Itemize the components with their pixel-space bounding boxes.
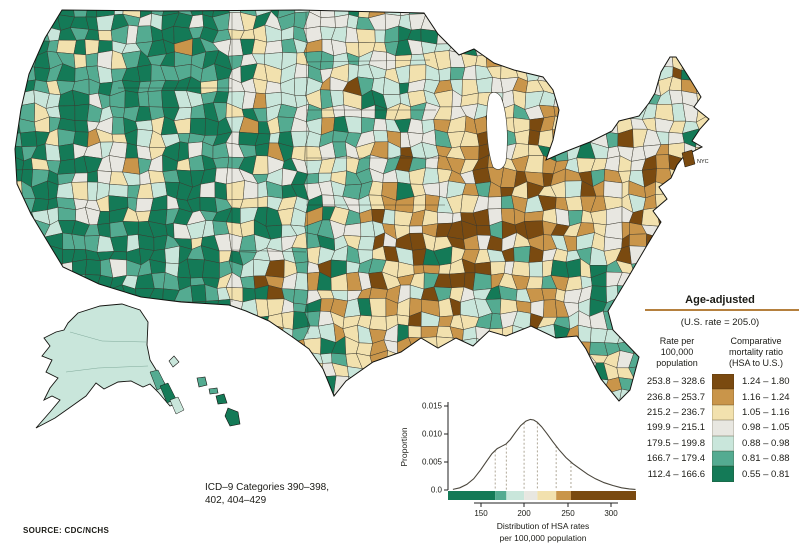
legend-rows: 253.8 – 328.6 1.24 – 1.80 236.8 – 253.7 …: [641, 374, 799, 482]
svg-text:0.0: 0.0: [431, 486, 443, 495]
legend-color-swatch: [712, 404, 734, 421]
lake-michigan: [486, 92, 508, 170]
legend-ratio-range: 1.16 – 1.24: [742, 391, 790, 403]
legend-rate-range: 253.8 – 328.6: [646, 376, 705, 388]
legend-ratio-range: 1.05 – 1.16: [742, 406, 790, 418]
legend-rate-range: 166.7 – 179.4: [646, 453, 705, 465]
y-axis-title: Proportion: [399, 427, 409, 466]
colorbar-segment: [448, 491, 496, 500]
legend-rate-range: 179.5 – 199.8: [646, 437, 705, 449]
svg-text:250: 250: [561, 509, 575, 518]
alaska-inset: [35, 303, 185, 429]
legend-column-headers: Rate per 100,000 population Comparative …: [641, 336, 799, 369]
svg-text:300: 300: [604, 509, 618, 518]
colorbar-segment: [556, 491, 571, 500]
colorbar-segment: [524, 491, 538, 500]
density-curve: [452, 418, 636, 490]
svg-text:200: 200: [517, 509, 531, 518]
legend-divider: [645, 309, 799, 311]
legend-color-swatch: [712, 450, 734, 467]
x-tick-labels: 150 200 250 300: [474, 509, 618, 518]
colorbar-segment: [570, 491, 636, 500]
nyc-callout: NYC: [681, 149, 709, 168]
legend-rate-range: 236.8 – 253.7: [646, 391, 705, 403]
legend-rate-range: 199.9 – 215.1: [646, 422, 705, 434]
ratio-column-header: Comparative mortality ratio (HSA to U.S.…: [728, 336, 783, 368]
hawaii-inset: [168, 355, 241, 427]
legend-color-swatch: [712, 466, 734, 482]
svg-text:Distribution of HSA rates: Distribution of HSA rates: [497, 521, 590, 531]
svg-text:per 100,000 population: per 100,000 population: [500, 533, 587, 543]
legend-row: 215.2 – 236.7 1.05 – 1.16: [641, 404, 799, 421]
nyc-marker: [681, 149, 696, 168]
legend-row: 112.4 – 166.6 0.55 – 0.81: [641, 466, 799, 482]
colorbar-segment: [506, 491, 525, 500]
icd9-categories-note: ICD–9 Categories 390–398, 402, 404–429: [205, 482, 329, 506]
legend-row: 166.7 – 179.4 0.81 – 0.88: [641, 450, 799, 467]
legend-ratio-range: 0.98 – 1.05: [742, 422, 790, 434]
state-border-lines: [118, 11, 445, 335]
legend-color-swatch: [712, 420, 734, 436]
svg-text:0.010: 0.010: [422, 430, 443, 439]
legend-row: 179.5 – 199.8 0.88 – 0.98: [641, 435, 799, 451]
rate-column-header: Rate per 100,000 population: [656, 336, 698, 368]
rate-distribution-chart: 0.0 0.005 0.010 0.015 Proportion 150 200…: [399, 402, 636, 543]
legend-row: 236.8 – 253.7 1.16 – 1.24: [641, 389, 799, 405]
nyc-label: NYC: [697, 159, 709, 165]
svg-text:150: 150: [474, 509, 488, 518]
legend-ratio-range: 0.55 – 0.81: [742, 468, 790, 480]
legend-rate-range: 112.4 – 166.6: [647, 468, 705, 480]
legend-ratio-range: 0.81 – 0.88: [742, 453, 790, 465]
svg-text:0.015: 0.015: [422, 402, 443, 411]
legend-color-swatch: [712, 435, 734, 451]
y-axis: [444, 402, 449, 491]
x-axis: [474, 502, 618, 507]
legend-title: Age-adjusted: [685, 294, 755, 306]
source-note: SOURCE: CDC/NCHS: [23, 526, 110, 535]
us-rate-note: (U.S. rate = 205.0): [680, 317, 760, 328]
svg-text:0.005: 0.005: [422, 458, 443, 467]
legend-rate-range: 215.2 – 236.7: [646, 406, 705, 418]
x-axis-title: Distribution of HSA rates per 100,000 po…: [497, 521, 590, 543]
y-tick-labels: 0.0 0.005 0.010 0.015: [422, 402, 443, 495]
legend-row: 253.8 – 328.6 1.24 – 1.80: [641, 374, 799, 390]
colorbar-segment: [537, 491, 557, 500]
legend-ratio-range: 0.88 – 0.98: [742, 437, 790, 449]
density-curve-group: [448, 418, 636, 500]
map-legend: Age-adjusted (U.S. rate = 205.0) Rate pe…: [641, 294, 799, 482]
legend-ratio-range: 1.24 – 1.80: [742, 376, 790, 388]
legend-color-swatch: [712, 374, 734, 390]
legend-row: 199.9 – 215.1 0.98 – 1.05: [641, 420, 799, 436]
legend-color-swatch: [712, 389, 734, 405]
colorbar-segment: [495, 491, 507, 500]
